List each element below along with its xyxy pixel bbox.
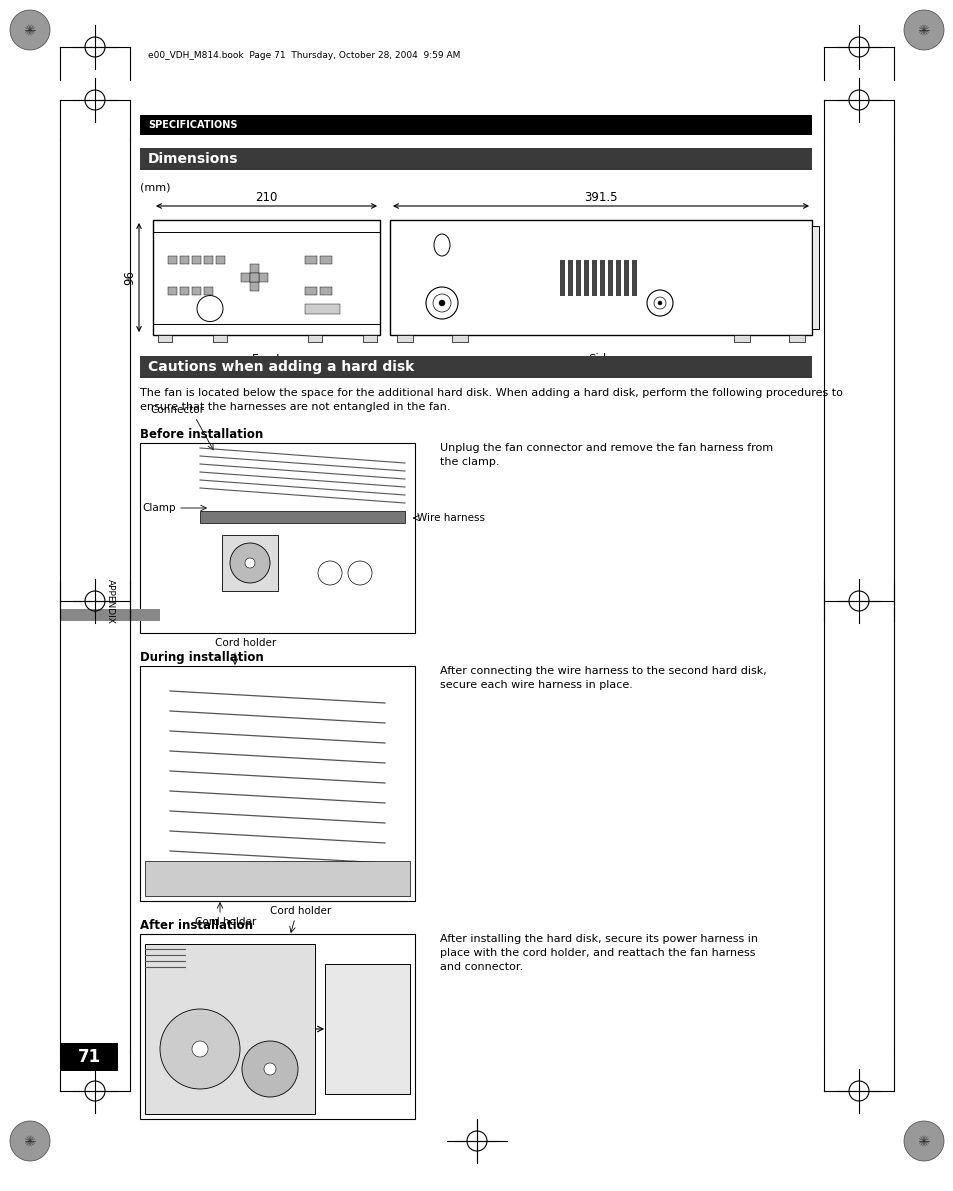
Text: 210: 210: [255, 191, 277, 204]
Bar: [396, 335, 413, 342]
Bar: [259, 273, 268, 282]
Bar: [152, 220, 379, 335]
Bar: [567, 260, 573, 295]
Circle shape: [903, 10, 943, 50]
Circle shape: [10, 10, 50, 50]
Text: Side: Side: [588, 353, 613, 366]
Bar: [452, 335, 468, 342]
Circle shape: [160, 1009, 240, 1089]
Bar: [192, 256, 201, 264]
Bar: [241, 273, 251, 282]
Text: e00_VDH_M814.book  Page 71  Thursday, October 28, 2004  9:59 AM: e00_VDH_M814.book Page 71 Thursday, Octo…: [148, 50, 460, 60]
Bar: [390, 220, 811, 335]
Circle shape: [245, 559, 254, 568]
Bar: [192, 287, 201, 295]
Text: Cautions when adding a hard disk: Cautions when adding a hard disk: [148, 360, 414, 374]
Circle shape: [654, 297, 665, 308]
Bar: [599, 260, 604, 295]
Text: Front: Front: [252, 353, 281, 366]
Bar: [305, 287, 316, 295]
Bar: [583, 260, 588, 295]
Circle shape: [348, 561, 372, 585]
Bar: [158, 335, 172, 342]
Bar: [592, 260, 597, 295]
Text: (mm): (mm): [140, 182, 171, 192]
Bar: [319, 256, 332, 264]
Text: APPENDIX: APPENDIX: [106, 579, 114, 623]
Bar: [180, 256, 189, 264]
Circle shape: [903, 1121, 943, 1161]
Bar: [733, 335, 749, 342]
Text: 96: 96: [123, 270, 136, 285]
Bar: [631, 260, 637, 295]
Bar: [811, 226, 818, 329]
Bar: [145, 944, 314, 1114]
Text: Cord holder: Cord holder: [194, 917, 256, 927]
Bar: [213, 335, 227, 342]
Circle shape: [242, 1041, 297, 1097]
Bar: [140, 443, 415, 632]
Bar: [788, 335, 804, 342]
Bar: [623, 260, 628, 295]
Bar: [222, 535, 277, 591]
Text: SPECIFICATIONS: SPECIFICATIONS: [148, 120, 237, 130]
Text: Unplug the fan connector and remove the fan harness from
the clamp.: Unplug the fan connector and remove the …: [439, 443, 772, 467]
Bar: [168, 256, 177, 264]
Bar: [60, 1043, 118, 1071]
Bar: [140, 934, 415, 1120]
Bar: [140, 148, 811, 170]
Circle shape: [438, 300, 444, 306]
Text: Wire harness: Wire harness: [416, 513, 484, 523]
Circle shape: [658, 301, 661, 305]
Text: 391.5: 391.5: [583, 191, 618, 204]
Text: After installing the hard disk, secure its power harness in
place with the cord : After installing the hard disk, secure i…: [439, 934, 758, 972]
Bar: [308, 335, 322, 342]
Circle shape: [317, 561, 341, 585]
Text: Before installation: Before installation: [140, 428, 263, 441]
Circle shape: [264, 1064, 275, 1075]
Bar: [140, 666, 415, 902]
Bar: [60, 609, 160, 621]
Circle shape: [433, 294, 451, 312]
Bar: [168, 287, 177, 295]
Ellipse shape: [434, 233, 450, 256]
Text: 71: 71: [77, 1048, 100, 1066]
Text: Cord holder: Cord holder: [214, 638, 276, 648]
Bar: [325, 964, 410, 1095]
Bar: [251, 264, 259, 273]
Bar: [363, 335, 376, 342]
Bar: [305, 304, 339, 313]
Circle shape: [10, 1121, 50, 1161]
Bar: [140, 116, 811, 135]
Bar: [215, 256, 225, 264]
Bar: [251, 282, 259, 291]
Circle shape: [192, 1041, 208, 1056]
Text: Connector: Connector: [150, 405, 204, 414]
Bar: [140, 356, 811, 378]
Circle shape: [196, 295, 223, 322]
Bar: [607, 260, 613, 295]
Text: During installation: During installation: [140, 651, 263, 665]
Text: Dimensions: Dimensions: [148, 152, 238, 166]
Text: After installation: After installation: [140, 919, 253, 933]
Bar: [180, 287, 189, 295]
Bar: [319, 287, 332, 295]
Text: After connecting the wire harness to the second hard disk,
secure each wire harn: After connecting the wire harness to the…: [439, 666, 766, 690]
Text: Cord holder: Cord holder: [270, 906, 331, 916]
Bar: [616, 260, 620, 295]
Bar: [305, 256, 316, 264]
Circle shape: [646, 289, 672, 316]
Bar: [576, 260, 580, 295]
Circle shape: [230, 543, 270, 584]
Bar: [559, 260, 564, 295]
Text: The fan is located below the space for the additional hard disk. When adding a h: The fan is located below the space for t…: [140, 388, 842, 412]
Bar: [251, 273, 259, 282]
Bar: [204, 287, 213, 295]
Circle shape: [426, 287, 457, 319]
Text: Clamp: Clamp: [142, 503, 175, 513]
Bar: [204, 256, 213, 264]
Bar: [200, 511, 405, 523]
Bar: [145, 861, 410, 896]
